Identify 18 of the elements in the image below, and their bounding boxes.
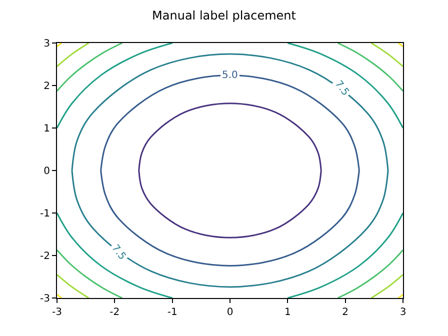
annotation: 7.5	[109, 242, 128, 262]
x-tick-label: 3	[400, 307, 406, 318]
x-tick-label: -2	[110, 307, 120, 318]
chart-title: Manual label placement	[152, 8, 296, 22]
x-tick-label: -1	[167, 307, 178, 318]
y-tick-label: 2	[44, 81, 50, 92]
annotation: 5.0	[222, 70, 238, 81]
y-tick-label: 0	[44, 166, 50, 177]
x-tick-label: 1	[284, 307, 291, 318]
y-tick-label: -1	[40, 208, 50, 220]
annotation: 7.5	[332, 78, 351, 98]
y-tick-label: 3	[44, 38, 50, 50]
y-tick-label: -2	[40, 251, 50, 262]
y-tick-label: 1	[44, 124, 50, 134]
x-tick-label: -3	[52, 307, 62, 318]
x-tick-label: 2	[342, 307, 349, 318]
x-tick-label: 0	[226, 307, 234, 318]
y-tick-label: -3	[40, 294, 50, 304]
